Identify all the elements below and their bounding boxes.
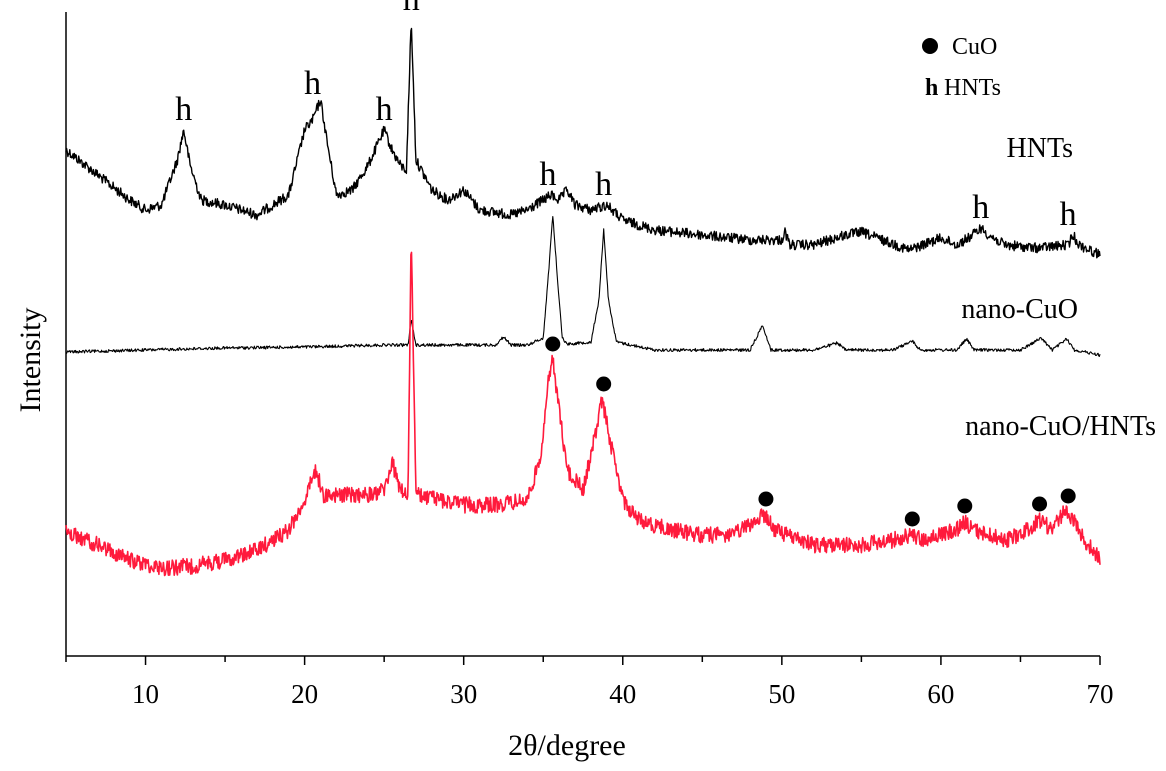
x-tick-label: 10	[132, 679, 159, 709]
peak-marker-h: h	[304, 65, 321, 102]
x-tick-label: 50	[768, 679, 795, 709]
peak-marker-dot	[904, 511, 920, 527]
peak-marker-h: h	[1060, 196, 1077, 233]
peak-marker-h: h	[403, 0, 420, 18]
x-tick-label: 70	[1087, 679, 1114, 709]
x-ticks: 10 20 30 40 50 60 70	[65, 656, 1114, 709]
series-label-hnts: HNTs	[1007, 133, 1074, 164]
legend-hnts-symbol: h	[925, 75, 938, 101]
peak-marker-h: h	[595, 166, 612, 203]
peak-marker-dot	[957, 498, 973, 514]
legend-hnts-label: HNTs	[944, 75, 1001, 101]
x-tick-label: 20	[291, 679, 318, 709]
series-layer	[65, 27, 1101, 577]
series-labels: HNTs nano-CuO nano-CuO/HNTs	[961, 133, 1156, 442]
peak-marker-dot	[545, 336, 561, 352]
legend-cuo-symbol	[922, 38, 938, 54]
x-tick-label: 60	[927, 679, 954, 709]
axes	[65, 12, 1100, 657]
peak-marker-h: h	[376, 91, 393, 128]
peak-marker-h: h	[540, 156, 557, 193]
peak-marker-h: h	[175, 91, 192, 128]
legend: CuO h HNTs	[922, 34, 1001, 101]
legend-cuo-label: CuO	[952, 34, 997, 60]
peak-marker-dot	[596, 376, 612, 392]
series-line-nano-cuo-hnts	[65, 251, 1101, 577]
series-line-nano-cuo	[65, 215, 1101, 357]
series-line-hnts	[65, 27, 1101, 259]
peak-marker-h: h	[972, 189, 989, 226]
series-label-nano-cuo: nano-CuO	[961, 294, 1078, 325]
x-tick-label: 30	[450, 679, 477, 709]
peak-marker-dot	[758, 491, 774, 507]
peak-marker-dot	[1060, 488, 1076, 504]
peak-marker-dot	[1032, 496, 1048, 512]
y-axis-label: Intensity	[14, 308, 47, 413]
x-axis-label: 2θ/degree	[508, 729, 626, 762]
series-label-nano-cuo-hnts: nano-CuO/HNTs	[965, 411, 1156, 442]
annotation-layer: h h h h h h h h	[175, 0, 1077, 527]
x-tick-label: 40	[609, 679, 636, 709]
